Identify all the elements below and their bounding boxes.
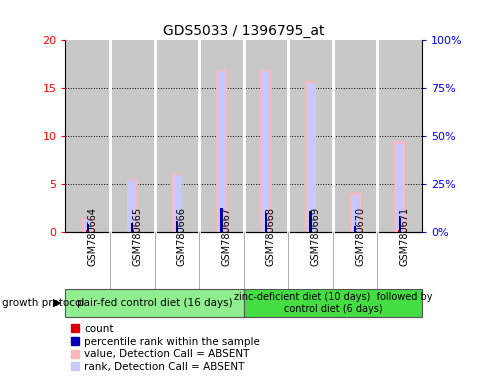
Bar [309,211,311,232]
Bar [66,40,109,232]
Bar [306,83,314,232]
Bar [353,230,356,232]
Text: zinc-deficient diet (10 days)  followed by
control diet (6 days): zinc-deficient diet (10 days) followed b… [233,292,431,314]
Text: GSM780669: GSM780669 [310,207,320,266]
Bar [264,213,267,232]
Bar [171,173,182,232]
Bar [349,193,360,232]
Bar [175,221,178,232]
Bar [333,40,376,232]
Bar [243,289,421,317]
Bar [87,223,89,232]
Bar [175,230,178,232]
Bar [350,195,358,232]
Bar [377,40,421,232]
Bar [131,223,133,232]
Bar [128,180,136,232]
Bar [126,179,137,232]
Text: GSM780670: GSM780670 [354,207,364,266]
Bar [395,143,403,232]
Text: growth protocol: growth protocol [2,298,85,308]
Bar [155,40,198,232]
Bar [86,230,89,232]
Bar [199,40,243,232]
Bar [82,218,93,232]
Bar [393,141,405,232]
Bar [353,226,355,232]
Bar [304,81,316,232]
Bar [215,70,227,232]
Text: GSM780665: GSM780665 [132,207,142,266]
Bar [243,40,287,232]
Bar [220,230,222,232]
Bar [260,70,271,232]
Bar [264,230,267,232]
Title: GDS5033 / 1396795_at: GDS5033 / 1396795_at [163,24,324,38]
Bar [84,219,91,232]
Bar [220,208,222,232]
Text: GSM780666: GSM780666 [177,207,186,266]
Text: pair-fed control diet (16 days): pair-fed control diet (16 days) [76,298,232,308]
Text: GSM780664: GSM780664 [88,207,98,266]
Text: GSM780668: GSM780668 [265,207,275,266]
Bar [398,218,400,232]
Bar [261,71,270,232]
Legend: count, percentile rank within the sample, value, Detection Call = ABSENT, rank, : count, percentile rank within the sample… [71,324,259,372]
Bar [131,230,134,232]
Bar [110,40,154,232]
Bar [65,289,243,317]
Bar [309,230,311,232]
Text: GSM780671: GSM780671 [399,207,409,266]
Bar [217,71,225,232]
Bar [397,230,400,232]
Bar [288,40,332,232]
Text: ▶: ▶ [53,298,61,308]
Bar [172,175,181,232]
Text: GSM780667: GSM780667 [221,207,231,266]
